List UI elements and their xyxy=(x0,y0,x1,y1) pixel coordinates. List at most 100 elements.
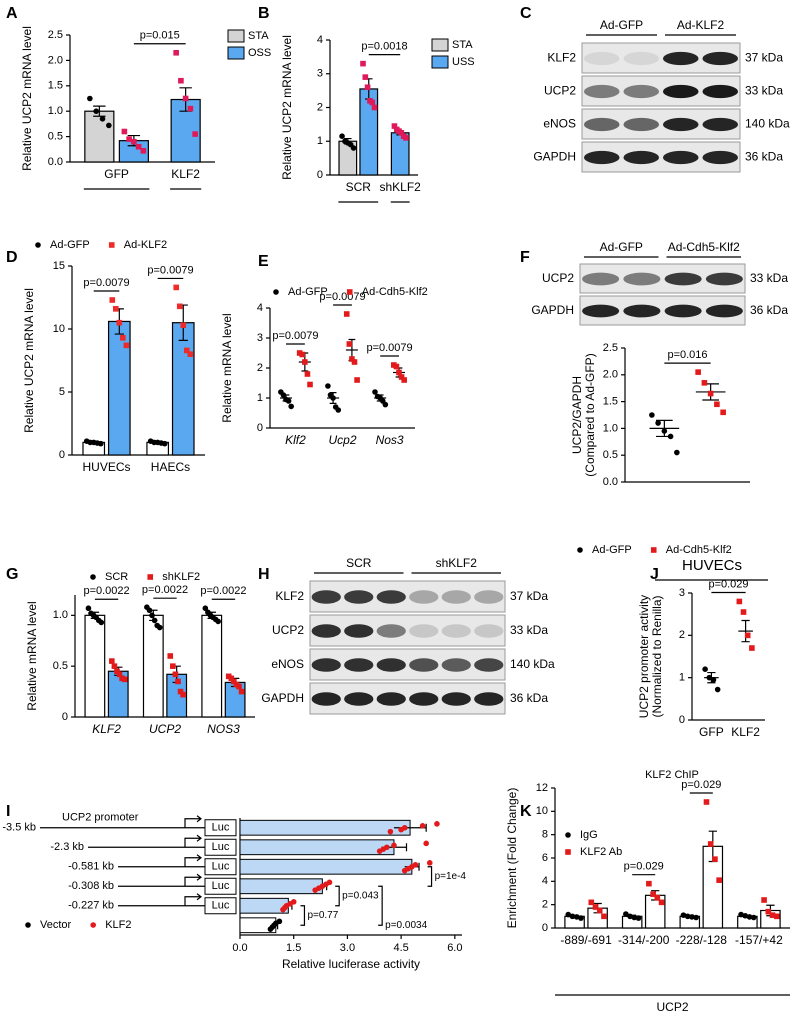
data-point xyxy=(99,116,106,122)
data-point xyxy=(202,605,209,612)
band xyxy=(702,117,739,132)
x-tick-label: Nos3 xyxy=(376,433,404,447)
data-point xyxy=(369,99,376,106)
data-point xyxy=(151,617,158,624)
y-tick-label: 2 xyxy=(257,362,263,374)
x-tick-label: Ucp2 xyxy=(328,433,356,447)
y-tick-label: 1 xyxy=(679,672,685,684)
legend-marker xyxy=(35,242,41,248)
y-axis-label: Relative UCP2 mRNA level xyxy=(22,288,36,433)
data-point xyxy=(146,607,153,614)
data-point xyxy=(714,686,721,693)
y-tick-label: 0 xyxy=(317,169,323,181)
band xyxy=(344,590,374,604)
tss-arrow xyxy=(184,854,202,867)
legend-swatch xyxy=(227,46,245,60)
panel-label: D xyxy=(6,249,18,266)
data-point xyxy=(631,914,638,921)
y-axis-label: UCP2/GAPDH xyxy=(570,376,584,454)
data-point xyxy=(738,911,744,918)
band xyxy=(623,51,660,66)
panel-label: K xyxy=(520,803,532,820)
lane-group-label: Ad-KLF2 xyxy=(677,18,725,32)
y-tick-label: 4 xyxy=(317,34,323,46)
construct-label: -3.5 kb xyxy=(2,822,36,834)
y-tick-label: 10 xyxy=(536,805,548,817)
legend-marker xyxy=(577,547,583,553)
x-tick-label: -314/-200 xyxy=(618,933,670,947)
band xyxy=(705,272,743,286)
legend-swatch xyxy=(227,29,245,43)
data-point xyxy=(178,77,184,84)
data-point xyxy=(716,877,722,883)
x-tick-label: GFP xyxy=(104,167,129,181)
data-point xyxy=(120,335,126,341)
x-axis-label: UCP2 xyxy=(656,1000,688,1014)
construct-label: -2.3 kb xyxy=(50,841,84,853)
data-point xyxy=(372,389,378,395)
p-value: p=0.0079 xyxy=(272,330,318,342)
x-tick-label: 0.0 xyxy=(232,942,247,954)
legend-label: KLF2 Ab xyxy=(580,846,622,858)
y-tick-label: 2.5 xyxy=(48,29,63,41)
band xyxy=(623,304,661,318)
data-point xyxy=(382,401,389,408)
data-point xyxy=(736,598,743,605)
y-tick-label: 3 xyxy=(257,332,263,344)
data-point xyxy=(703,799,710,805)
legend-label: Ad-Cdh5-Klf2 xyxy=(362,286,428,298)
data-point xyxy=(573,914,580,920)
lane-group-label: Ad-GFP xyxy=(600,240,643,254)
bar xyxy=(201,614,223,718)
lane-group-label: Ad-Cdh5-Klf2 xyxy=(668,240,740,254)
data-point xyxy=(85,605,92,612)
y-tick-label: 0.0 xyxy=(603,476,618,488)
data-point xyxy=(280,906,286,913)
band xyxy=(441,658,471,672)
data-point xyxy=(236,683,242,690)
data-point xyxy=(693,914,699,921)
band xyxy=(344,692,374,706)
y-tick-label: 0 xyxy=(257,422,263,434)
data-point xyxy=(661,428,668,434)
bracket xyxy=(427,866,433,887)
p-value: p=0.029 xyxy=(681,779,721,791)
band xyxy=(474,692,504,706)
data-point xyxy=(335,407,342,413)
promoter-label: UCP2 promoter xyxy=(62,812,139,824)
legend-label: Ad-GFP xyxy=(288,286,328,298)
protein-label: KLF2 xyxy=(547,51,576,65)
data-point xyxy=(667,433,674,440)
band xyxy=(344,624,374,638)
data-point xyxy=(578,915,584,921)
data-point xyxy=(238,688,245,695)
tss-arrow xyxy=(184,834,202,848)
band xyxy=(409,590,439,604)
p-value: p=0.016 xyxy=(667,349,707,361)
x-tick-label: shKLF2 xyxy=(380,180,422,194)
luc-box xyxy=(204,858,237,876)
y-tick-label: 6 xyxy=(542,852,548,864)
data-point xyxy=(231,678,237,685)
data-point xyxy=(689,914,695,920)
band xyxy=(474,624,504,638)
p-value: p=0.0022 xyxy=(142,584,188,596)
size-label: 140 kDa xyxy=(745,117,790,131)
panel-label: G xyxy=(6,566,18,583)
data-point xyxy=(391,842,397,849)
x-tick-label: GFP xyxy=(699,725,724,739)
lane-group-label: shKLF2 xyxy=(436,556,478,570)
band xyxy=(441,590,471,604)
data-point xyxy=(362,74,369,80)
tss-arrow xyxy=(184,873,202,887)
y-tick-label: 2 xyxy=(317,101,323,113)
band xyxy=(376,590,406,604)
y-tick-label: 15 xyxy=(53,260,65,272)
panel-label: I xyxy=(6,803,10,820)
data-point xyxy=(304,371,311,377)
x-tick-label: 6.0 xyxy=(447,942,462,954)
y-tick-label: 0 xyxy=(62,711,68,723)
luc-box xyxy=(204,819,237,837)
y-tick-label: 4 xyxy=(542,875,548,887)
data-point xyxy=(740,609,747,615)
